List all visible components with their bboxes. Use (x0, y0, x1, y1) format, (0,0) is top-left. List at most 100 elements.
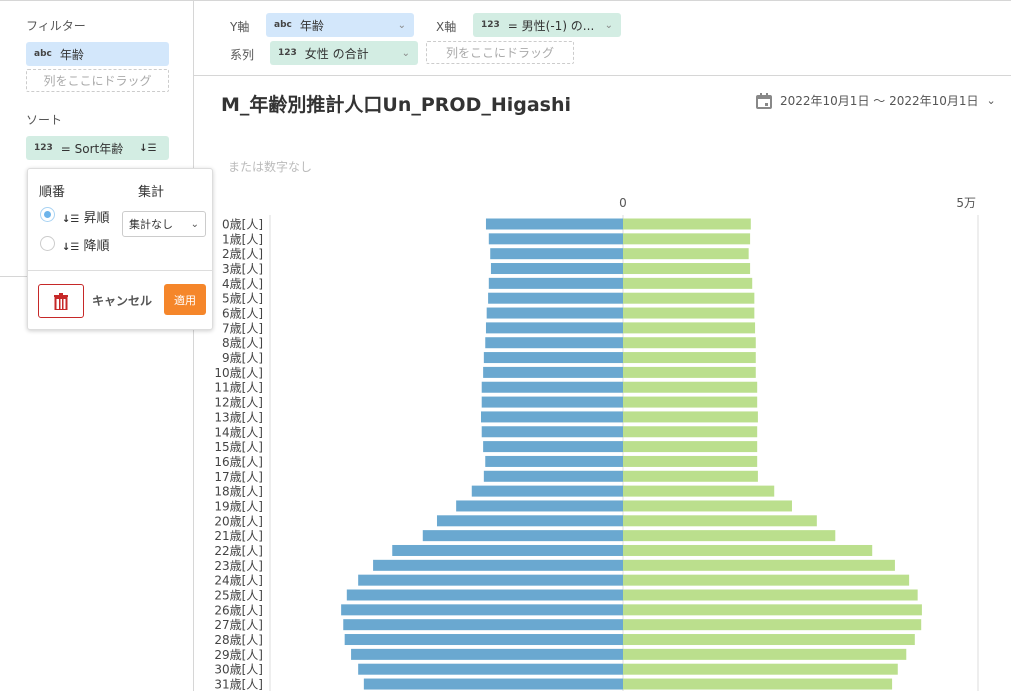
descending-radio[interactable] (40, 236, 55, 251)
y-tick-label: 20歳[人] (214, 514, 263, 528)
axis-toolbar: Y軸 abc 年齢 ⌄ X軸 123 = 男性(-1) の... ⌄ 系列 12… (194, 0, 1011, 76)
type-badge: abc (274, 20, 292, 30)
x-axis-value: = 男性(-1) の... (507, 18, 595, 33)
divider (28, 270, 212, 271)
female-bar (623, 366, 756, 378)
filter-title: フィルター (26, 19, 86, 33)
type-badge: 123 (481, 20, 500, 30)
y-tick-label: 8歳[人] (222, 336, 263, 350)
y-tick-label: 25歳[人] (214, 589, 263, 603)
y-tick-label: 30歳[人] (214, 663, 263, 677)
female-bar (623, 648, 907, 660)
series-drop-zone[interactable]: 列をここにドラッグ (426, 41, 574, 64)
date-range-text: 2022年10月1日 〜 2022年10月1日 (780, 94, 979, 108)
y-tick-label: 5歳[人] (222, 292, 263, 306)
male-bar (488, 292, 623, 304)
male-bar (485, 218, 623, 230)
female-bar (623, 678, 893, 690)
y-axis-value: 年齢 (299, 18, 324, 33)
x-tick-label: 0 (619, 196, 627, 210)
male-bar (358, 574, 623, 586)
filter-pill[interactable]: abc 年齢 (26, 42, 169, 66)
y-tick-label: 10歳[人] (214, 366, 263, 380)
type-badge: 123 (34, 143, 53, 153)
y-tick-label: 22歳[人] (214, 544, 263, 558)
ascending-option[interactable]: ↓☰ 昇順 (62, 207, 110, 226)
chevron-down-icon: ⌄ (190, 218, 199, 230)
x-axis-label: X軸 (436, 20, 457, 34)
male-bar (483, 352, 623, 364)
sort-ascending-icon: ↓☰ (139, 142, 157, 154)
female-bar (623, 411, 758, 423)
female-bar (623, 470, 758, 482)
calendar-icon (756, 92, 772, 109)
y-tick-label: 3歳[人] (222, 262, 263, 276)
female-bar (623, 619, 922, 631)
series-label: 系列 (230, 48, 255, 62)
series-value: 女性 の合計 (304, 46, 369, 61)
descending-label: 降順 (83, 239, 110, 254)
y-tick-label: 26歳[人] (214, 603, 263, 617)
y-tick-label: 15歳[人] (214, 440, 263, 454)
male-bar (481, 396, 623, 408)
y-tick-label: 31歳[人] (214, 678, 263, 691)
y-axis-label: Y軸 (230, 20, 250, 34)
male-bar (490, 263, 623, 275)
x-axis-pill[interactable]: 123 = 男性(-1) の... ⌄ (473, 13, 621, 37)
population-pyramid-chart: 0 5万 0歳[人]1歳[人]2歳[人]3歳[人]4歳[人]5歳[人]6歳[人]7歳… (214, 196, 979, 691)
male-bar (346, 589, 623, 601)
female-bar (623, 530, 836, 542)
male-bar (392, 544, 623, 556)
male-bar (351, 648, 623, 660)
female-bar (623, 485, 775, 497)
sort-pill[interactable]: 123 = Sort年齢 ↓☰ (26, 136, 169, 160)
male-bar (373, 559, 623, 571)
y-tick-label: 6歳[人] (222, 307, 263, 321)
y-tick-label: 29歳[人] (214, 648, 263, 662)
y-tick-label: 0歳[人] (222, 218, 263, 232)
male-bar (363, 678, 623, 690)
sort-title: ソート (26, 113, 63, 127)
y-tick-label: 11歳[人] (214, 381, 263, 395)
cancel-button[interactable]: キャンセル (92, 294, 153, 308)
aggregate-select[interactable]: 集計なし ⌄ (122, 211, 206, 237)
female-bar (623, 292, 755, 304)
delete-button[interactable] (38, 284, 84, 318)
date-range-picker[interactable]: 2022年10月1日 〜 2022年10月1日 ⌄ (756, 92, 996, 109)
male-bar (488, 277, 623, 289)
female-bar (623, 277, 753, 289)
apply-button[interactable]: 適用 (164, 284, 206, 315)
chevron-down-icon: ⌄ (397, 19, 406, 31)
female-bar (623, 663, 898, 675)
male-bar (483, 366, 623, 378)
y-tick-label: 13歳[人] (214, 410, 263, 424)
filter-pill-label: 年齢 (59, 47, 84, 62)
male-bar (490, 248, 623, 260)
female-bar (623, 604, 922, 616)
male-bar (488, 233, 623, 245)
chevron-down-icon: ⌄ (986, 94, 996, 107)
female-bar (623, 574, 910, 586)
ascending-radio[interactable] (40, 207, 55, 222)
type-badge: 123 (278, 48, 297, 58)
male-bar (422, 530, 623, 542)
male-bar (485, 322, 623, 334)
descending-option[interactable]: ↓☰ 降順 (62, 235, 110, 254)
female-bar (623, 337, 756, 349)
sidebar: フィルター abc 年齢 列をここにドラッグ ソート 123 = Sort年齢 … (0, 0, 194, 691)
female-bar (623, 455, 758, 467)
y-tick-label: 16歳[人] (214, 455, 263, 469)
ascending-label: 昇順 (83, 211, 110, 226)
female-bar (623, 589, 918, 601)
series-pill[interactable]: 123 女性 の合計 ⌄ (270, 41, 418, 65)
male-bar (481, 426, 623, 438)
male-bar (344, 634, 623, 646)
y-axis-pill[interactable]: abc 年齢 ⌄ (266, 13, 414, 37)
y-tick-label: 18歳[人] (214, 485, 263, 499)
female-bar (623, 248, 749, 260)
filter-drop-zone[interactable]: 列をここにドラッグ (26, 69, 169, 92)
y-tick-label: 27歳[人] (214, 618, 263, 632)
chart-title: M_年齢別推計人口Un_PROD_Higashi (221, 94, 572, 116)
sort-pill-label: = Sort年齢 (60, 141, 124, 156)
chevron-down-icon: ⌄ (401, 47, 410, 59)
